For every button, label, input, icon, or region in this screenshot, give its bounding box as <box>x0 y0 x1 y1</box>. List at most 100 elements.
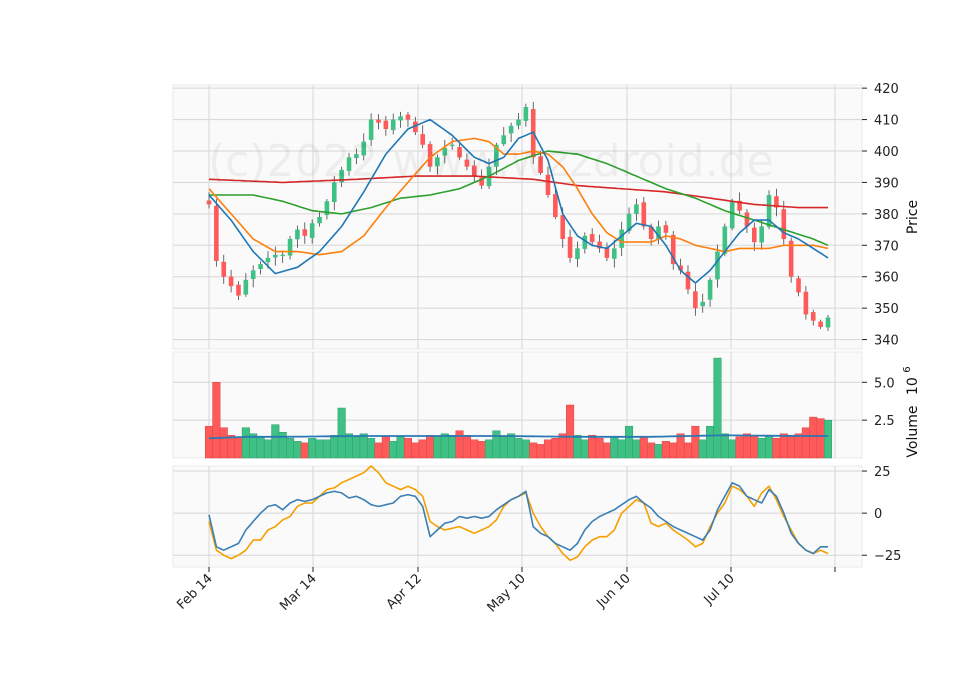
ma-green-line <box>209 150 829 247</box>
volume-bar <box>477 441 486 459</box>
watermark-text: (c)2022 www.wzzdroid.de <box>208 136 774 187</box>
volume-bar <box>219 427 228 459</box>
volume-bar <box>728 439 737 459</box>
volume-bar <box>654 444 663 459</box>
volume-bar <box>300 442 309 459</box>
volume-bar <box>263 439 272 459</box>
candle-body <box>700 301 706 307</box>
candle-body <box>818 321 823 327</box>
candle-body <box>302 229 308 236</box>
candle-body <box>656 226 661 239</box>
volume-bar <box>256 436 265 459</box>
volume-bar <box>595 438 604 459</box>
volume-bar <box>750 435 759 459</box>
volume-label-base: 10 <box>905 377 921 395</box>
volume-bar <box>698 439 707 459</box>
volume-bar <box>580 439 589 459</box>
candle-body <box>737 200 742 211</box>
candle-body <box>626 213 632 231</box>
volume-bar <box>757 438 766 459</box>
volume-bar <box>669 442 678 459</box>
candle-body <box>604 247 610 258</box>
candle-body <box>273 254 278 258</box>
candle-body <box>287 239 293 256</box>
x-axis: Feb 14 Mar 14 Apr 12 May 10 Jun 10 Jul 10 <box>174 567 836 615</box>
volume-label-text: Volume <box>905 406 921 458</box>
x-tick-label: Apr 12 <box>384 571 425 612</box>
candle-body <box>435 157 440 167</box>
volume-bar <box>661 441 670 459</box>
volume-bar <box>212 382 221 459</box>
volume-bar <box>359 433 368 459</box>
price-ytick-label: 410 <box>874 114 899 129</box>
price-ytick-label: 340 <box>874 334 899 349</box>
candle-body <box>398 116 403 121</box>
candle-body <box>346 157 352 171</box>
volume-bar <box>433 436 442 459</box>
candle-body <box>678 265 683 271</box>
volume-bar <box>816 418 825 459</box>
volume-bar <box>389 441 398 459</box>
volume-bar <box>374 442 383 459</box>
volume-panel: 2.5 5.0 <box>172 351 895 459</box>
candle-body <box>707 279 713 300</box>
volume-bar <box>742 433 751 459</box>
volume-bar <box>241 427 250 459</box>
x-tick-label: Feb 14 <box>174 571 216 613</box>
volume-bar <box>470 439 479 459</box>
volume-bar <box>683 442 693 459</box>
candle-body <box>295 229 300 240</box>
candle-body <box>317 217 322 224</box>
volume-bar <box>330 435 339 459</box>
volume-bar <box>308 438 317 459</box>
volume-bar <box>315 439 324 459</box>
candle-body <box>803 291 809 315</box>
volume-bar <box>765 435 774 459</box>
volume-bar <box>691 425 700 459</box>
candle-body <box>236 284 241 296</box>
candle-body <box>611 248 617 259</box>
volume-bar <box>484 439 494 459</box>
candle-body <box>206 200 212 205</box>
candle-body <box>324 201 330 216</box>
volume-bar <box>204 425 214 459</box>
candle-body <box>221 261 227 277</box>
x-tick-label: Jul 10 <box>701 571 738 608</box>
price-ytick-label: 370 <box>874 239 899 254</box>
volume-bar <box>573 435 582 459</box>
volume-bar <box>426 435 435 459</box>
volume-ma-line <box>208 434 828 440</box>
candle-body <box>567 236 573 258</box>
volume-bar <box>293 441 302 459</box>
candle-body <box>715 251 720 280</box>
volume-bar <box>499 436 508 459</box>
candle-body <box>641 202 647 227</box>
x-tick-label: Mar 14 <box>277 571 320 614</box>
candle-body <box>501 135 507 145</box>
candle-body <box>457 147 462 158</box>
price-panel: 340 350 360 370 380 390 400 410 420 <box>172 82 899 350</box>
candle-body <box>494 144 499 167</box>
volume-bar <box>440 433 449 459</box>
candle-body <box>361 141 367 156</box>
price-ytick-label: 360 <box>874 271 899 286</box>
volume-bar <box>271 424 280 459</box>
candle-body <box>553 194 558 217</box>
candle-body <box>589 234 595 243</box>
candle-body <box>390 119 396 131</box>
volume-bar <box>647 442 656 459</box>
candle-body <box>774 196 779 208</box>
volume-bar <box>403 438 412 459</box>
volume-bar <box>588 435 597 459</box>
volume-bar <box>507 433 516 459</box>
volume-bar <box>227 435 236 459</box>
volume-bar <box>735 436 744 459</box>
volume-bar <box>462 435 471 459</box>
volume-bar <box>676 433 685 459</box>
candle-body <box>729 201 735 229</box>
candle-body <box>538 156 543 173</box>
macd-line <box>208 481 828 555</box>
candle-body <box>383 120 389 129</box>
candle-body <box>648 226 654 239</box>
